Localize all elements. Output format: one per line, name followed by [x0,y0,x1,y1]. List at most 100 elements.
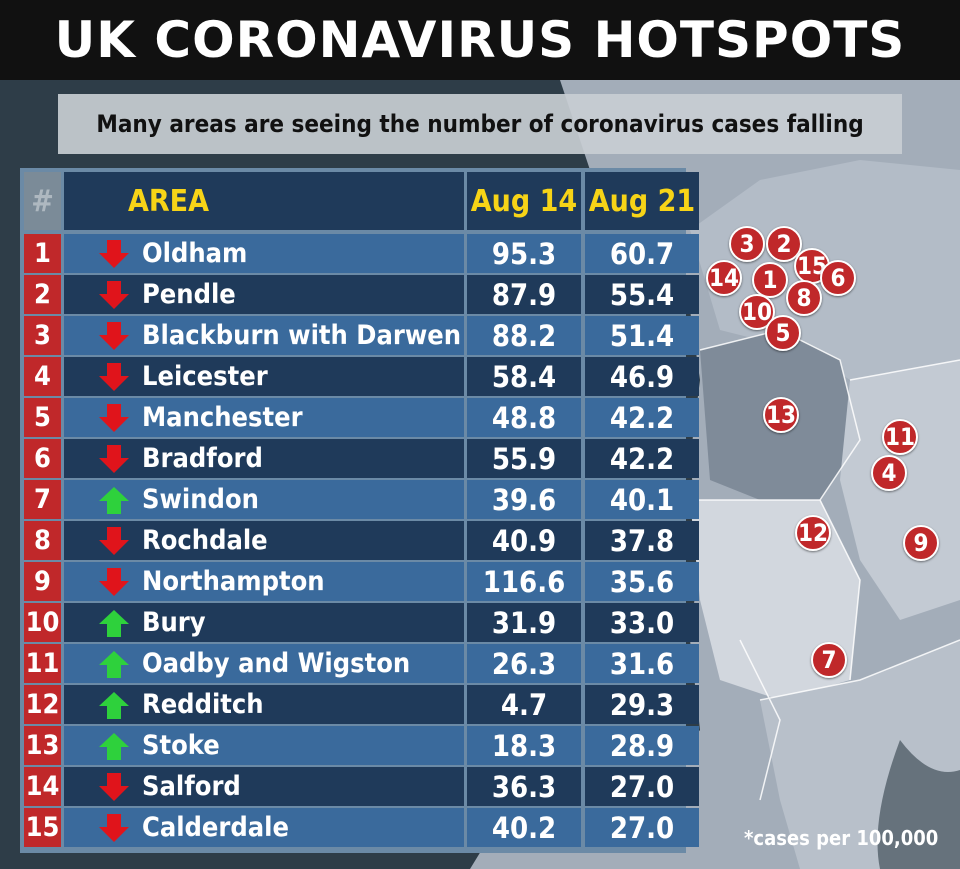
aug14-value: 116.6 [467,562,581,601]
rank-cell: 4 [24,357,61,396]
arrow-up-icon [99,650,129,678]
area-name: Oadby and Wigston [142,648,411,679]
rank-cell: 14 [24,767,61,806]
aug21-value: 42.2 [585,398,699,437]
rank-cell: 8 [24,521,61,560]
aug21-header: Aug 21 [585,172,699,230]
area-cell: Calderdale [64,808,464,847]
rank-cell: 3 [24,316,61,355]
map-marker: 3 [729,226,765,262]
aug14-value: 4.7 [467,685,581,724]
map-marker: 12 [795,515,831,551]
table-row: 6 Bradford 55.9 42.2 [20,439,699,478]
aug21-value: 42.2 [585,439,699,478]
arrow-down-icon [99,444,129,473]
arrow-down-icon [99,239,129,268]
aug14-value: 39.6 [467,480,581,519]
table-row: 10 Bury 31.9 33.0 [20,603,699,642]
area-cell: Bury [64,603,464,642]
aug14-value: 40.2 [467,808,581,847]
map-marker: 5 [765,315,801,351]
aug14-value: 95.3 [467,234,581,273]
area-cell: Oldham [64,234,464,273]
arrow-down-icon [99,280,129,309]
area-name: Redditch [142,689,264,720]
aug21-value: 35.6 [585,562,699,601]
area-name: Blackburn with Darwen [142,320,462,351]
aug21-value: 55.4 [585,275,699,314]
aug21-value: 28.9 [585,726,699,765]
arrow-up-icon [99,609,129,637]
area-name: Bradford [142,443,263,474]
table-row: 14 Salford 36.3 27.0 [20,767,699,806]
rank-cell: 11 [24,644,61,683]
table-row: 15 Calderdale 40.2 27.0 [20,808,699,847]
aug21-value: 31.6 [585,644,699,683]
map-marker: 4 [871,455,907,491]
aug21-value: 27.0 [585,808,699,847]
arrow-down-icon [99,526,129,555]
arrow-down-icon [99,813,129,842]
rank-cell: 10 [24,603,61,642]
map-marker: 1 [752,262,788,298]
area-name: Bury [142,607,206,638]
arrow-down-icon [99,772,129,801]
map-marker: 14 [706,260,742,296]
aug21-value: 60.7 [585,234,699,273]
map-marker: 11 [882,419,918,455]
area-name: Manchester [142,402,303,433]
map-marker: 13 [763,397,799,433]
area-cell: Bradford [64,439,464,478]
aug21-value: 40.1 [585,480,699,519]
aug14-value: 58.4 [467,357,581,396]
area-name: Oldham [142,238,248,269]
area-name: Leicester [142,361,268,392]
table-row: 7 Swindon 39.6 40.1 [20,480,699,519]
area-name: Salford [142,771,241,802]
subtitle: Many areas are seeing the number of coro… [58,94,902,154]
rank-cell: 9 [24,562,61,601]
aug14-value: 26.3 [467,644,581,683]
area-name: Northampton [142,566,325,597]
aug21-value: 33.0 [585,603,699,642]
area-cell: Manchester [64,398,464,437]
area-name: Stoke [142,730,220,761]
area-name: Calderdale [142,812,289,843]
aug14-value: 48.8 [467,398,581,437]
area-cell: Blackburn with Darwen [64,316,464,355]
map-marker: 8 [786,280,822,316]
map-marker: 9 [903,525,939,561]
map-marker: 7 [811,642,847,678]
page-title: UK CORONAVIRUS HOTSPOTS [0,0,960,80]
aug14-header: Aug 14 [467,172,581,230]
area-cell: Leicester [64,357,464,396]
arrow-down-icon [99,403,129,432]
area-name: Pendle [142,279,236,310]
aug14-value: 40.9 [467,521,581,560]
map-marker: 2 [766,226,802,262]
aug21-value: 51.4 [585,316,699,355]
area-name: Swindon [142,484,259,515]
table-row: 13 Stoke 18.3 28.9 [20,726,699,765]
table-row: 2 Pendle 87.9 55.4 [20,275,699,314]
rank-cell: 6 [24,439,61,478]
area-cell: Redditch [64,685,464,724]
aug14-value: 36.3 [467,767,581,806]
aug14-value: 55.9 [467,439,581,478]
rank-cell: 5 [24,398,61,437]
table-row: 5 Manchester 48.8 42.2 [20,398,699,437]
area-cell: Salford [64,767,464,806]
rank-cell: 2 [24,275,61,314]
table-row: 9 Northampton 116.6 35.6 [20,562,699,601]
aug14-value: 18.3 [467,726,581,765]
rank-cell: 12 [24,685,61,724]
map-marker: 6 [820,260,856,296]
table-header-row: # AREA Aug 14 Aug 21 [20,172,699,230]
rank-cell: 1 [24,234,61,273]
arrow-down-icon [99,362,129,391]
arrow-up-icon [99,732,129,760]
aug21-value: 27.0 [585,767,699,806]
hotspots-table: # AREA Aug 14 Aug 21 1 Oldham 95.3 60.7 2 Pen… [20,168,699,853]
table-row: 12 Redditch 4.7 29.3 [20,685,699,724]
area-cell: Stoke [64,726,464,765]
